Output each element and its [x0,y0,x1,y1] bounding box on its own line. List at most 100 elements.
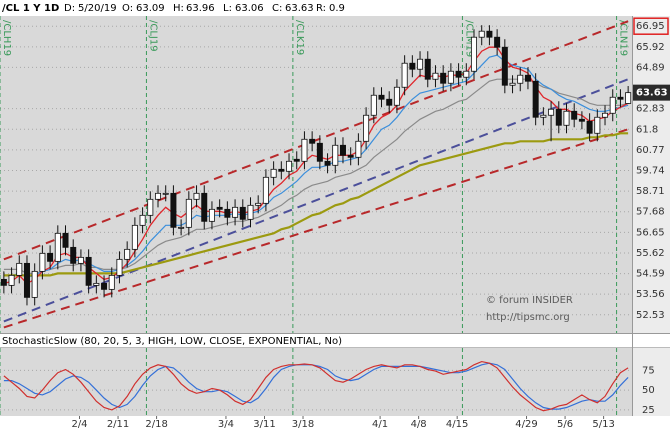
candle-body [39,252,46,272]
low-label: L: [223,3,232,14]
candle-body [201,192,208,222]
candle-body [309,138,316,144]
line-series [3,46,629,285]
line-series [3,360,629,412]
y-tick-label: 61.8 [636,124,658,135]
y-tick-label: 59.74 [636,165,665,176]
x-tick-label: 3/4 [218,419,234,430]
candle-body [401,62,408,88]
candle-body [77,256,84,264]
candle-body [486,30,493,38]
price-tag [633,84,670,101]
tick-highlight [633,17,669,35]
candle-body [262,176,269,204]
candle-body [339,144,346,156]
trend-line [3,78,629,323]
stochastic-plot [0,348,632,416]
date-label: D: [64,3,75,14]
y-tick-label: 58.71 [636,186,665,197]
x-tick-label: 4/1 [372,419,388,430]
candle-body [447,70,454,84]
x-tick-label: 5/13 [592,419,614,430]
candle-body [316,142,323,162]
candle-body [501,46,508,86]
candle-body [162,192,169,195]
contract-label: /CLH19 [1,20,12,56]
x-tick-label: 4/8 [411,419,427,430]
line-series [3,54,629,279]
low-value: 63.06 [235,3,264,14]
candle-body [417,58,424,70]
candle-body [524,74,531,82]
contract-label: /CLK19 [294,20,305,55]
y-tick-label: 54.59 [636,269,665,280]
candle-body [370,94,377,116]
candle-body [170,192,177,228]
candle-body [393,86,400,106]
candle-body [386,98,393,106]
line-series [3,362,629,410]
candle-body [440,72,447,84]
candle-body [255,202,262,206]
candle-body [216,206,223,210]
candle-body [47,252,54,262]
y-tick-label: 55.62 [636,248,665,259]
candle-body [617,96,624,100]
candle-body [70,246,77,264]
candle-body [424,58,431,80]
candle-body [16,262,23,276]
candle-body [578,118,585,122]
candle-body [8,274,15,286]
candle-body [147,198,154,216]
line-series [3,132,629,277]
candle-body [363,114,370,142]
candle-body [54,232,61,262]
candle-body [178,226,185,229]
candle-body [555,108,562,126]
y-tick-label: 60.77 [636,145,665,156]
contract-label: /CLM19 [463,20,474,57]
range-label: R: [316,3,326,14]
y-tick-label: 50 [642,385,655,396]
candle-body [23,262,30,298]
candle-body [232,206,239,218]
candle-body [378,94,385,100]
candle-body [62,232,69,248]
candle-body [85,256,92,286]
line-series [3,78,629,274]
candle-body [116,258,123,276]
candle-body [239,206,246,220]
x-tick-label: 2/18 [145,419,167,430]
stochastic-panel [0,348,632,416]
y-tick-label: 56.65 [636,227,665,238]
candle-body [270,168,277,178]
candle-body [324,160,331,166]
candle-body [571,110,578,120]
high-value: 63.96 [186,3,215,14]
close-value: 63.63 [285,3,314,14]
close-label: C: [272,3,282,14]
x-tick-label: 3/18 [292,419,314,430]
candle-body [224,208,231,218]
x-tick-label: 5/6 [557,419,573,430]
candle-body [332,144,339,166]
candle-body [548,108,555,116]
y-tick-label: 64.89 [636,62,665,73]
y-tick-label: 52.53 [636,310,665,321]
candle-body [208,208,215,222]
candle-body [108,274,115,290]
candle-body [31,270,38,298]
candle-body [478,30,485,38]
y-tick-label: 53.56 [636,289,665,300]
price-plot: /CLH19/CLJ19/CLK19/CLM19/CLN19 © forum IN… [0,16,632,333]
candle-body [286,160,293,172]
open-label: O: [122,3,133,14]
watermark: http://tipsmc.org [486,312,570,323]
candle-body [293,158,300,162]
candle-body [154,192,161,200]
candle-body [0,278,7,286]
trend-line [3,128,629,329]
x-tick-label: 2/4 [71,419,87,430]
candle-body [509,82,516,86]
